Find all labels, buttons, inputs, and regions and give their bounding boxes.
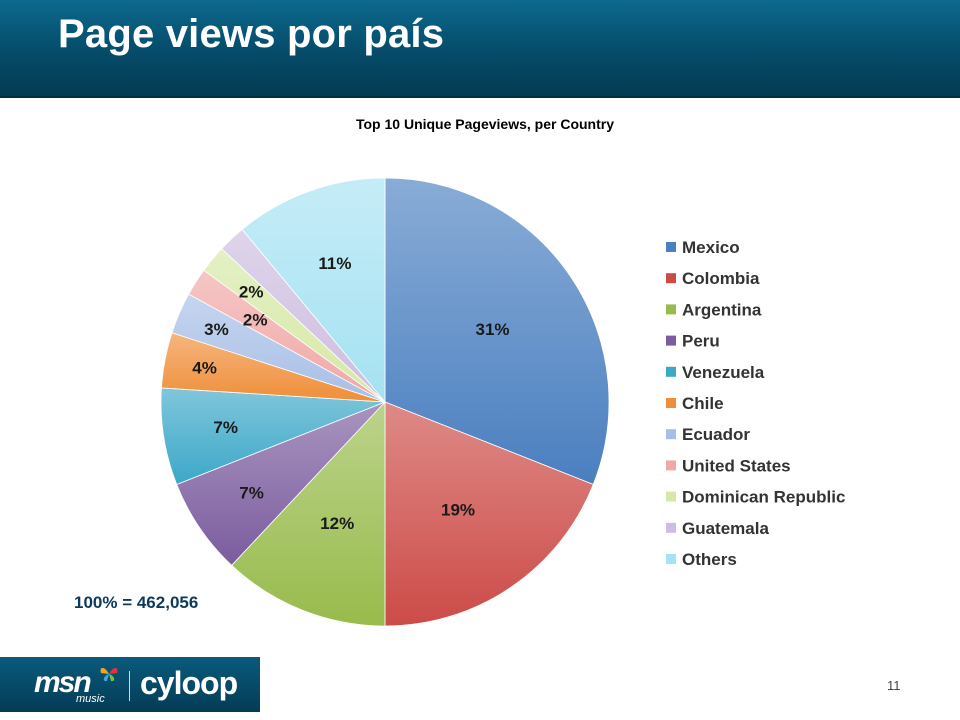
legend-label-peru: Peru <box>682 332 720 351</box>
data-label-peru: 7% <box>239 484 264 503</box>
footer-logo: msn music cyloop <box>0 657 260 712</box>
legend-label-others: Others <box>682 550 737 569</box>
msn-logo-text: msn <box>34 666 92 699</box>
data-label-argentina: 12% <box>320 514 354 533</box>
legend-swatch-colombia <box>666 273 676 284</box>
logo-divider <box>129 671 130 701</box>
total-label: 100% = 462,056 <box>74 593 199 612</box>
legend-swatch-venezuela <box>666 366 676 377</box>
music-logo-text: music <box>76 693 105 705</box>
pie-slice-mexico <box>384 177 610 485</box>
legend-swatch-ecuador <box>666 429 676 440</box>
legend-label-guatemala: Guatemala <box>682 519 769 538</box>
page-title: Page views por país <box>58 12 445 56</box>
chart-area: Top 10 Unique Pageviews, per Country 31%… <box>0 98 960 650</box>
data-label-chile: 4% <box>192 359 217 378</box>
pie-slice-others <box>241 177 386 404</box>
header-bar: Page views por país <box>0 0 960 98</box>
legend-swatch-chile <box>666 398 676 408</box>
legend-label-mexico: Mexico <box>682 238 740 257</box>
legend: Mexico Colombia Argentina Peru Venezuela Chil… <box>666 238 845 569</box>
legend-swatch-argentina <box>666 304 676 315</box>
pie-chart: Top 10 Unique Pageviews, per Country 31%… <box>160 116 845 627</box>
cyloop-logo-text: cyloop <box>140 665 238 701</box>
legend-label-ecuador: Ecuador <box>682 425 750 444</box>
pie-slice-colombia <box>384 401 594 627</box>
data-label-colombia: 19% <box>441 501 475 520</box>
data-label-dominican-republic: 2% <box>239 282 264 301</box>
legend-label-dominican-republic: Dominican Republic <box>682 488 845 507</box>
legend-swatch-united-states <box>666 460 676 471</box>
legend-swatch-peru <box>666 335 676 346</box>
legend-label-argentina: Argentina <box>682 300 762 319</box>
data-label-united-states: 2% <box>243 311 268 330</box>
chart-title: Top 10 Unique Pageviews, per Country <box>356 116 614 132</box>
data-label-venezuela: 7% <box>213 418 238 437</box>
legend-label-chile: Chile <box>682 394 724 413</box>
data-label-mexico: 31% <box>475 320 509 339</box>
pie-data-labels: 31% 19% 12% 7% 7% 4% 3% 2% 2% 11% <box>192 254 509 533</box>
data-label-others: 11% <box>318 254 351 273</box>
page-number: 11 <box>887 678 901 693</box>
legend-swatch-dominican-republic <box>666 491 676 502</box>
legend-label-united-states: United States <box>682 456 791 475</box>
butterfly-icon <box>100 667 118 682</box>
legend-label-colombia: Colombia <box>682 269 760 288</box>
legend-swatch-others <box>666 554 676 564</box>
legend-swatch-guatemala <box>666 522 676 533</box>
legend-label-venezuela: Venezuela <box>682 363 765 382</box>
legend-swatch-mexico <box>666 242 676 252</box>
data-label-ecuador: 3% <box>204 320 229 339</box>
pie-slices <box>160 177 610 627</box>
pie-slice-argentina <box>231 400 386 627</box>
